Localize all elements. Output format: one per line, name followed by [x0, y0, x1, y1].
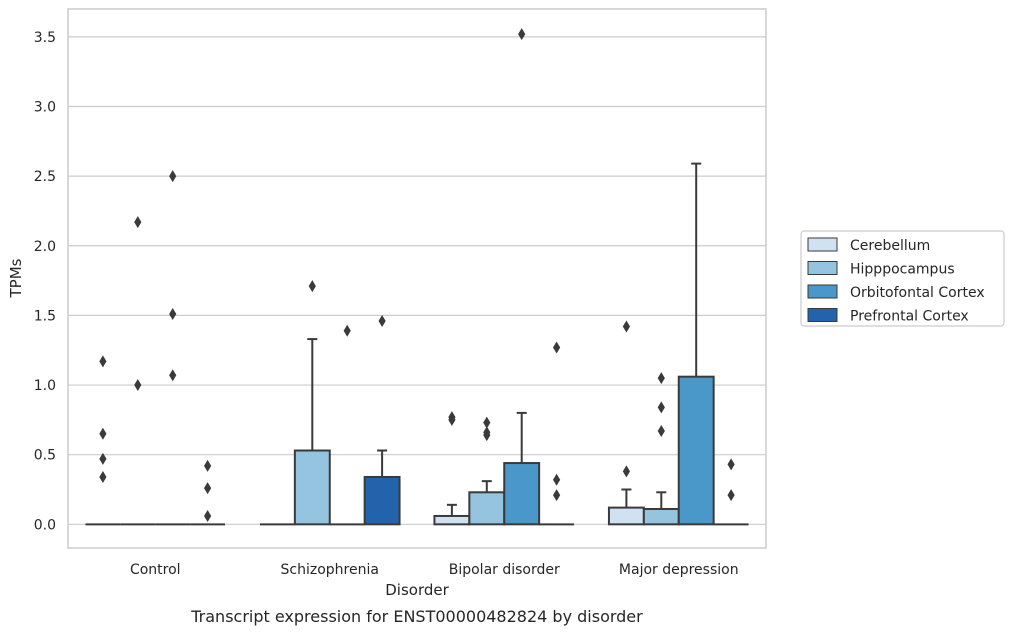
- outlier-point: [657, 425, 665, 438]
- legend-swatch: [807, 284, 838, 299]
- x-tick-label: Bipolar disorder: [449, 562, 560, 578]
- outlier-point: [99, 427, 107, 440]
- y-tick-label: 3.0: [34, 99, 56, 115]
- bar: [607, 506, 645, 526]
- bar: [503, 462, 541, 526]
- outlier-group: [99, 28, 735, 522]
- outlier-point: [308, 280, 316, 293]
- outlier-point: [448, 411, 456, 424]
- legend-swatch: [807, 261, 838, 275]
- outlier-point: [483, 426, 491, 439]
- outlier-point: [622, 320, 630, 333]
- legend-swatch: [807, 237, 838, 252]
- bar-group: [85, 375, 749, 526]
- outlier-point: [204, 482, 212, 495]
- outlier-point: [657, 372, 665, 385]
- error-bar-group: [307, 162, 702, 516]
- y-tick-labels: 0.0 0.5 1.0 1.5 2.0 2.5 3.0 3.5: [34, 30, 56, 533]
- outlier-point: [169, 308, 177, 321]
- y-tick-label: 3.5: [34, 30, 56, 46]
- y-tick-label: 2.5: [34, 169, 56, 185]
- y-tick-label: 2.0: [34, 239, 56, 255]
- y-gridlines: [68, 36, 766, 525]
- outlier-point: [343, 324, 351, 337]
- plot-frame: [67, 8, 767, 549]
- bar: [293, 449, 331, 526]
- x-tick-label: Control: [130, 562, 181, 578]
- axes-frame: [67, 8, 767, 549]
- outlier-point: [169, 170, 177, 183]
- legend-label: Hipppocampus: [850, 262, 955, 278]
- outlier-point: [204, 509, 212, 522]
- legend-label: Prefrontal Cortex: [850, 309, 969, 325]
- outlier-point: [378, 314, 386, 327]
- y-axis-title: TPMs: [7, 258, 25, 298]
- outlier-point: [99, 355, 107, 368]
- x-tick-label: Schizophrenia: [281, 562, 379, 578]
- y-tick-label: 0.0: [34, 517, 56, 533]
- legend-label: Cerebellum: [850, 238, 930, 254]
- x-tick-label: Major depression: [619, 562, 739, 578]
- outlier-point: [553, 341, 561, 354]
- y-tick-label: 1.5: [34, 308, 56, 324]
- outlier-point: [99, 470, 107, 483]
- outlier-point: [518, 28, 526, 41]
- outlier-point: [553, 489, 561, 502]
- y-tick-label: 1.0: [34, 378, 56, 394]
- x-axis-title: Disorder: [385, 581, 449, 599]
- outlier-point: [204, 459, 212, 472]
- outlier-point: [622, 465, 630, 478]
- outlier-point: [727, 458, 735, 471]
- legend-swatch: [807, 308, 838, 322]
- bar: [433, 514, 471, 526]
- bar: [468, 491, 506, 526]
- outlier-point: [134, 379, 142, 392]
- bar: [677, 375, 715, 526]
- chart-caption: Transcript expression for ENST0000048282…: [190, 607, 643, 626]
- y-tick-label: 0.5: [34, 448, 56, 464]
- outlier-point: [169, 369, 177, 382]
- bar: [642, 508, 680, 526]
- bar: [363, 475, 401, 526]
- outlier-point: [727, 489, 735, 502]
- legend: Cerebellum Hipppocampus Orbitofontal Corte…: [800, 230, 1005, 327]
- x-tick-labels: Control Schizophrenia Bipolar disorder Majo…: [130, 562, 739, 578]
- outlier-point: [657, 401, 665, 414]
- outlier-point: [553, 473, 561, 486]
- outlier-point: [99, 452, 107, 465]
- legend-box: [800, 230, 1005, 327]
- outlier-point: [483, 416, 491, 429]
- outlier-point: [134, 216, 142, 229]
- legend-label: Orbitofontal Cortex: [850, 285, 985, 301]
